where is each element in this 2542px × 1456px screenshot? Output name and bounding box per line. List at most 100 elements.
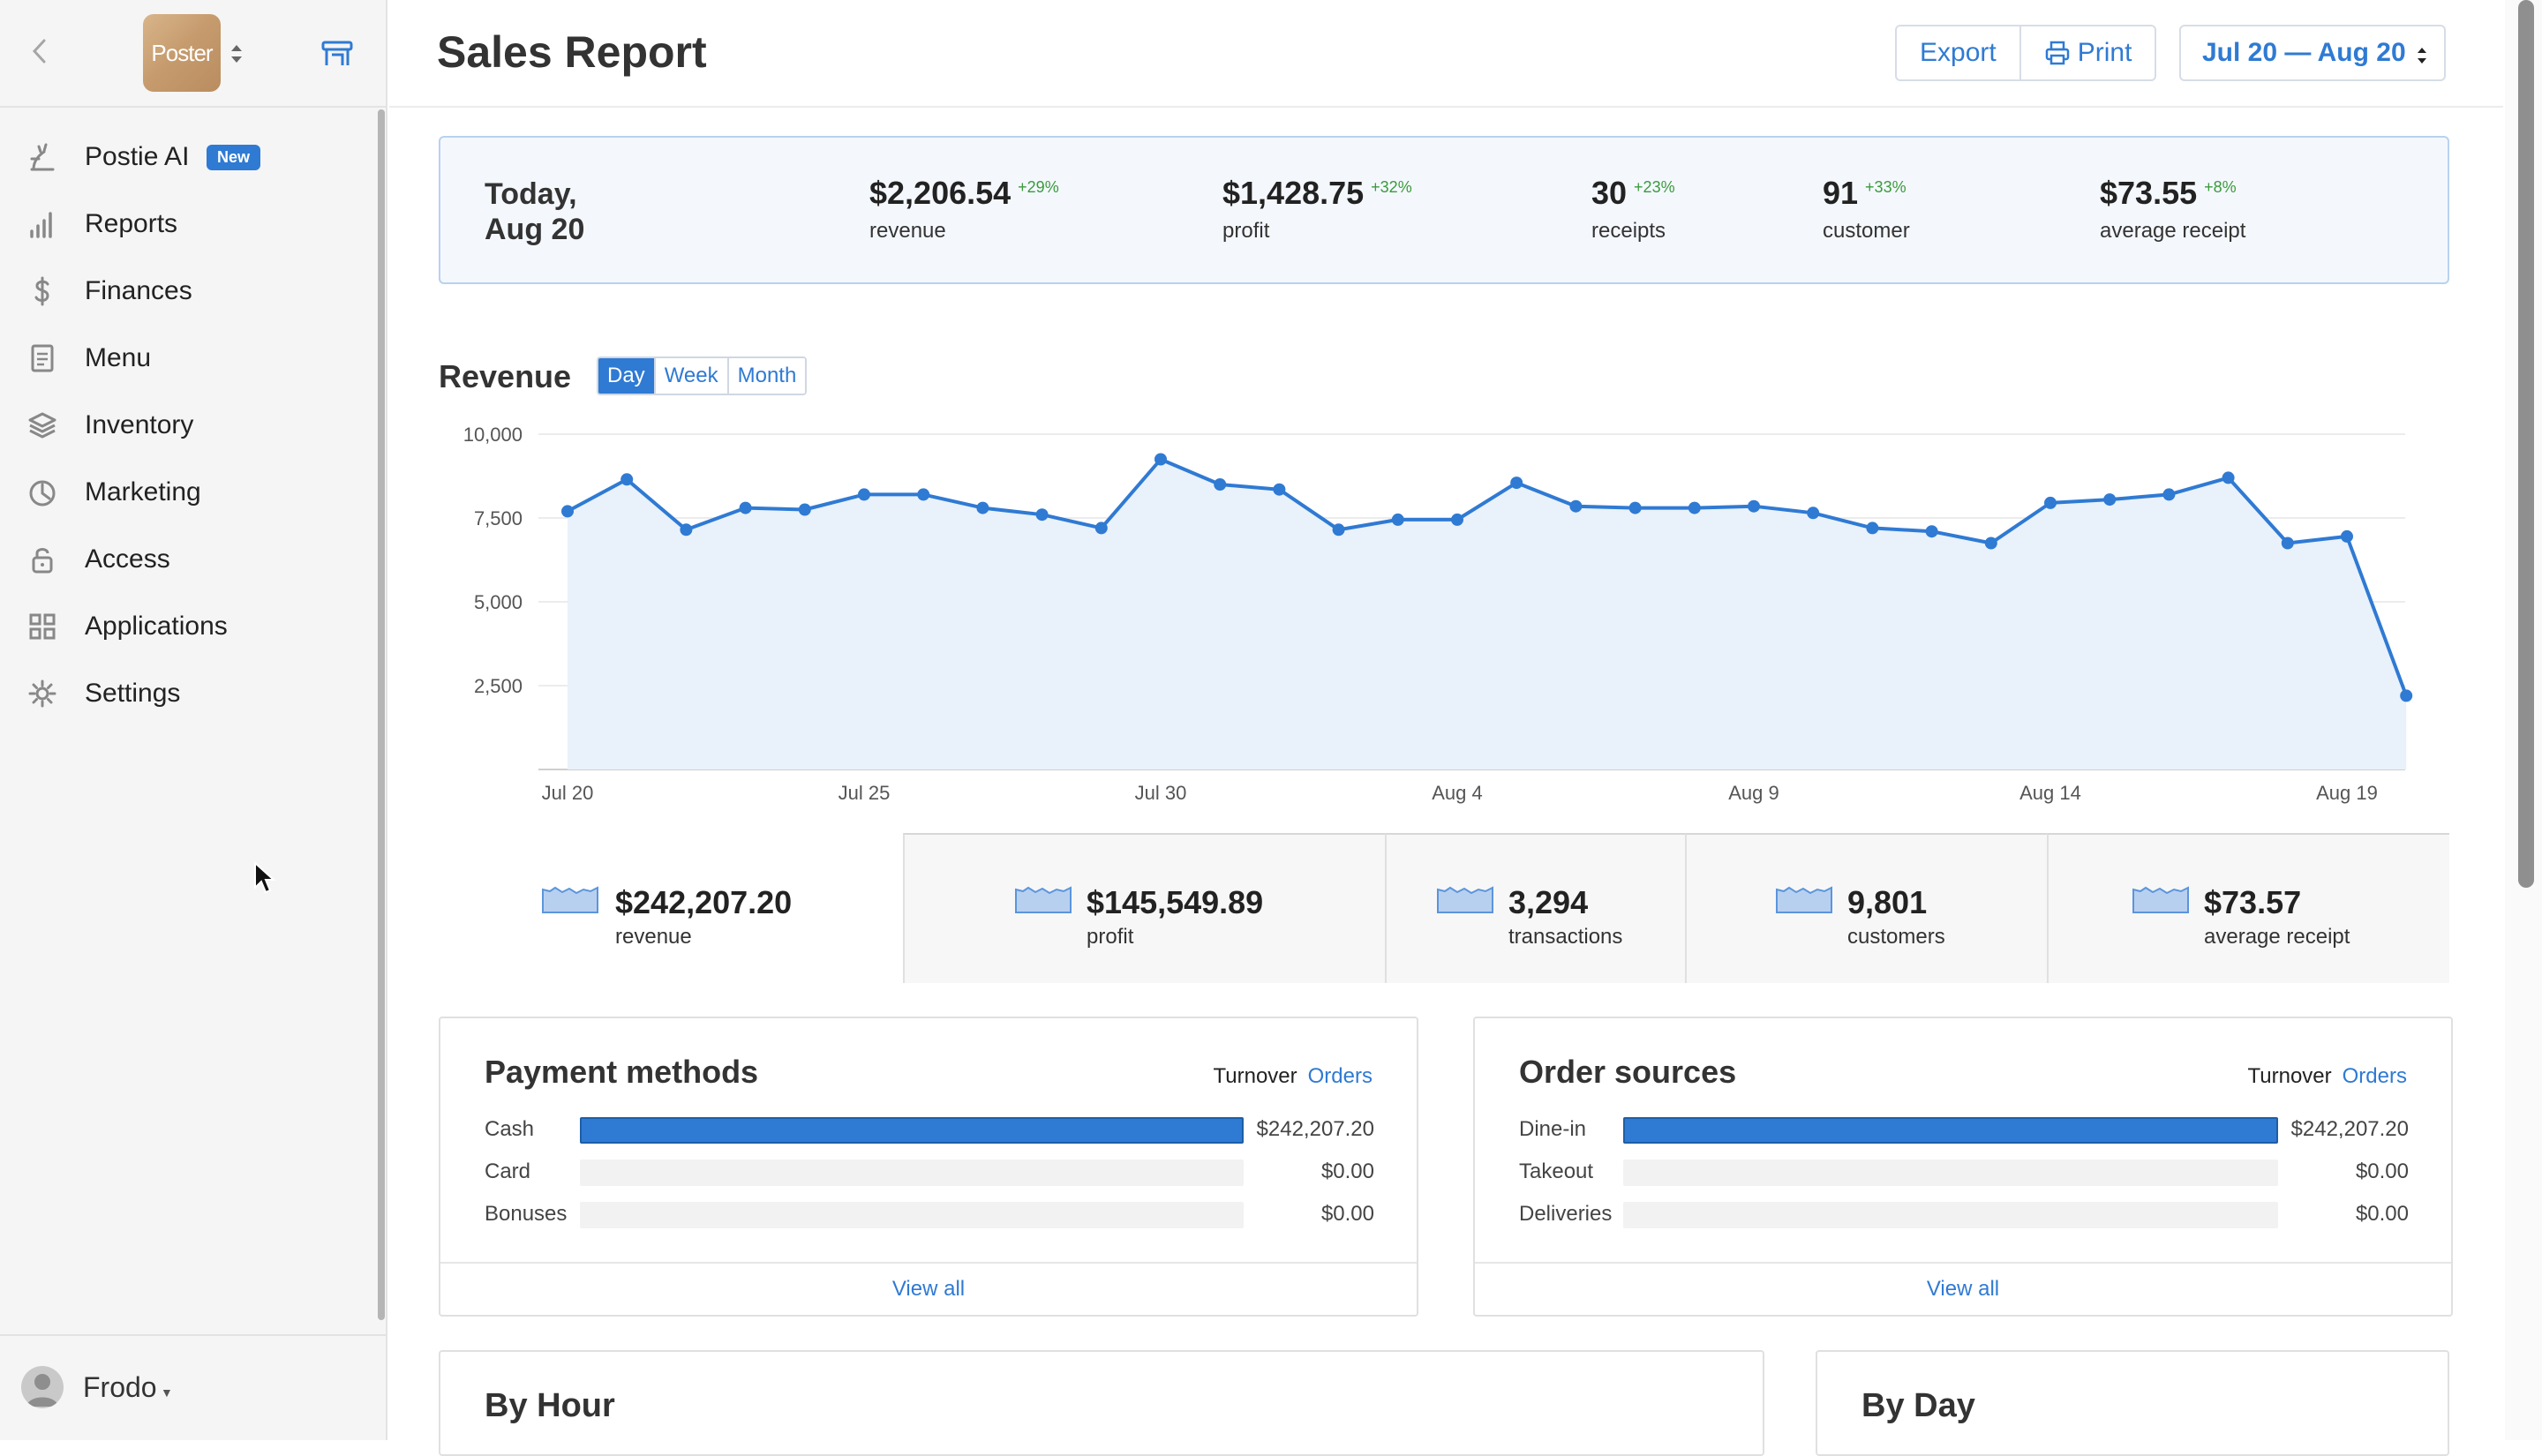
revenue-point xyxy=(976,501,989,514)
sidebar-item-access[interactable]: Access xyxy=(0,526,386,593)
revenue-point xyxy=(1035,508,1049,522)
sidebar-item-marketing[interactable]: Marketing xyxy=(0,459,386,526)
user-menu[interactable]: Frodo ▼ xyxy=(0,1334,386,1440)
share-bar xyxy=(1623,1202,2278,1228)
sidebar-item-inventory[interactable]: Inventory xyxy=(0,392,386,459)
sidebar-item-label: Inventory xyxy=(85,410,194,439)
total-customers-tab[interactable]: 9,801 customers xyxy=(1685,833,2049,983)
breakdown-row: Cash $242,207.20 xyxy=(485,1114,1374,1145)
today-stat-revenue: $2,206.54 +29% revenue xyxy=(869,175,1059,244)
bar-chart-icon xyxy=(30,212,52,238)
revenue-point xyxy=(1510,477,1523,490)
revenue-point xyxy=(798,503,811,516)
sparkline-icon xyxy=(1015,886,1072,913)
mouse-cursor-icon xyxy=(254,861,276,894)
total-revenue-tab[interactable]: $242,207.20 revenue xyxy=(439,833,905,983)
today-label: Today, Aug 20 xyxy=(485,176,661,247)
revenue-point xyxy=(1273,483,1286,496)
revenue-point xyxy=(2222,471,2235,484)
avatar[interactable] xyxy=(21,1366,64,1408)
view-all-link[interactable]: View all xyxy=(1475,1262,2451,1315)
total-profit-tab[interactable]: $145,549.89 profit xyxy=(903,833,1387,983)
breakdown-row: Dine-in $242,207.20 xyxy=(1519,1114,2409,1145)
sidebar-item-postie-ai[interactable]: Postie AI New xyxy=(0,124,386,191)
chevron-left-icon[interactable] xyxy=(26,35,55,67)
total-average-receipt-tab[interactable]: $73.57 average receipt xyxy=(2047,833,2449,983)
sparkline-icon xyxy=(1776,886,1832,913)
sidebar: Poster Postie AI New Reports Finan xyxy=(0,0,387,1440)
card-title: Order sources xyxy=(1519,1054,1737,1090)
card-title: By Hour xyxy=(485,1387,615,1424)
main-scrollbar-thumb[interactable] xyxy=(2518,0,2534,888)
today-summary-card: Today, Aug 20 $2,206.54 +29% revenue $1,4… xyxy=(439,136,2449,284)
revenue-point xyxy=(1984,537,1997,550)
revenue-line xyxy=(567,457,2409,697)
sidebar-header: Poster xyxy=(0,0,386,108)
user-name[interactable]: Frodo xyxy=(83,1371,157,1403)
x-tick-label: Aug 4 xyxy=(1432,782,1483,804)
revenue-point xyxy=(1391,513,1404,526)
turnover-option[interactable]: Turnover xyxy=(2247,1064,2332,1088)
page-header: Sales Report Export Print Jul 20 — Aug 2… xyxy=(389,0,2503,108)
revenue-point xyxy=(2400,689,2413,702)
revenue-point xyxy=(620,473,634,486)
sidebar-scrollbar[interactable] xyxy=(378,109,385,1320)
gear-icon xyxy=(28,679,56,708)
revenue-point xyxy=(1332,523,1345,537)
sort-caret-icon xyxy=(2418,48,2426,64)
share-bar xyxy=(580,1160,1244,1186)
revenue-point xyxy=(1094,522,1108,535)
user-icon xyxy=(26,1374,58,1407)
view-all-link[interactable]: View all xyxy=(440,1262,1417,1315)
export-print-group: Export Print xyxy=(1895,25,2157,81)
x-tick-label: Aug 19 xyxy=(2316,782,2378,804)
today-stat-profit: $1,428.75 +32% profit xyxy=(1222,175,1412,244)
today-stat-customer: 91 +33% customer xyxy=(1823,175,1910,244)
revenue-area xyxy=(568,459,2407,769)
revenue-point xyxy=(1688,501,1701,514)
sidebar-item-label: Applications xyxy=(85,612,228,641)
share-bar xyxy=(1623,1160,2278,1186)
export-button[interactable]: Export xyxy=(1897,26,2019,79)
breakdown-row: Bonuses $0.00 xyxy=(485,1198,1374,1230)
sidebar-item-settings[interactable]: Settings xyxy=(0,660,386,727)
revenue-point xyxy=(1154,453,1167,466)
sidebar-item-menu[interactable]: Menu xyxy=(0,325,386,392)
revenue-title: Revenue xyxy=(439,358,572,394)
stat-value: $2,206.54 xyxy=(869,175,1012,211)
orders-option[interactable]: Orders xyxy=(1307,1064,1373,1088)
revenue-point xyxy=(1569,499,1583,513)
turnover-option[interactable]: Turnover xyxy=(1213,1064,1297,1088)
page-title: Sales Report xyxy=(437,27,707,77)
sort-caret-icon[interactable] xyxy=(228,41,245,67)
revenue-point xyxy=(1628,501,1642,514)
x-tick-label: Aug 14 xyxy=(2019,782,2081,804)
revenue-point xyxy=(858,488,870,501)
share-bar-fill xyxy=(580,1117,1244,1144)
period-week-button[interactable]: Week xyxy=(653,358,727,394)
breakdown-row: Card $0.00 xyxy=(485,1156,1374,1188)
print-button[interactable]: Print xyxy=(2019,26,2155,79)
period-month-button[interactable]: Month xyxy=(726,358,806,394)
share-bar xyxy=(580,1202,1244,1228)
document-icon xyxy=(31,344,54,372)
period-totals: $242,207.20 revenue $145,549.89 profit 3… xyxy=(439,833,2449,983)
revenue-point xyxy=(1866,522,1879,535)
account-logo[interactable]: Poster xyxy=(143,14,221,92)
x-tick-label: Jul 25 xyxy=(839,782,891,804)
sidebar-item-finances[interactable]: Finances xyxy=(0,258,386,325)
stat-value: 91 xyxy=(1823,175,1859,211)
x-tick-label: Jul 20 xyxy=(542,782,594,804)
date-range-picker[interactable]: Jul 20 — Aug 20 xyxy=(2179,25,2446,81)
stat-delta: +23% xyxy=(1634,178,1675,196)
orders-option[interactable]: Orders xyxy=(2342,1064,2407,1088)
storefront-icon[interactable] xyxy=(320,37,355,69)
card-title: By Day xyxy=(1861,1387,1975,1424)
period-day-button[interactable]: Day xyxy=(598,358,654,394)
sidebar-item-reports[interactable]: Reports xyxy=(0,191,386,258)
total-transactions-tab[interactable]: 3,294 transactions xyxy=(1385,833,1687,983)
sparkline-icon xyxy=(542,886,598,913)
caret-down-icon[interactable]: ▼ xyxy=(161,1385,173,1400)
sidebar-item-applications[interactable]: Applications xyxy=(0,593,386,660)
by-hour-card: By Hour xyxy=(439,1350,1764,1456)
